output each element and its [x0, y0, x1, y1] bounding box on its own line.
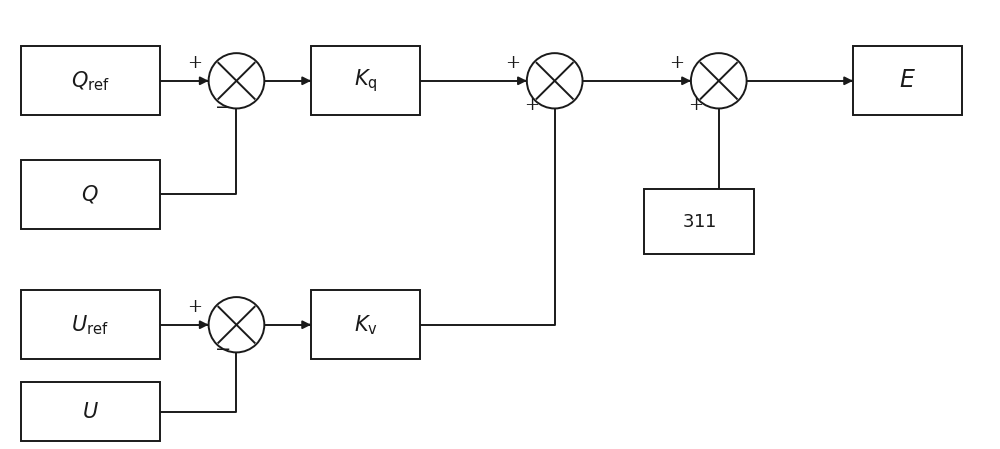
Text: +: + — [187, 54, 202, 72]
FancyBboxPatch shape — [311, 290, 420, 359]
Text: $Q_{\mathrm{ref}}$: $Q_{\mathrm{ref}}$ — [71, 69, 110, 92]
Text: +: + — [187, 298, 202, 316]
Text: $K_{\mathrm{v}}$: $K_{\mathrm{v}}$ — [354, 313, 378, 337]
Circle shape — [527, 53, 583, 109]
FancyBboxPatch shape — [21, 46, 160, 115]
Text: $U$: $U$ — [82, 402, 99, 422]
Text: $Q$: $Q$ — [81, 183, 99, 205]
Text: $311$: $311$ — [682, 212, 716, 230]
FancyBboxPatch shape — [853, 46, 962, 115]
Text: $E$: $E$ — [899, 69, 916, 92]
Text: +: + — [670, 54, 685, 72]
Text: +: + — [524, 97, 539, 114]
Text: +: + — [505, 54, 520, 72]
Circle shape — [209, 53, 264, 109]
FancyBboxPatch shape — [21, 382, 160, 441]
Text: $U_{\mathrm{ref}}$: $U_{\mathrm{ref}}$ — [71, 313, 109, 337]
FancyBboxPatch shape — [21, 160, 160, 229]
Circle shape — [691, 53, 747, 109]
Circle shape — [209, 297, 264, 352]
FancyBboxPatch shape — [21, 290, 160, 359]
Text: +: + — [688, 97, 703, 114]
Text: −: − — [215, 341, 232, 359]
Text: −: − — [215, 100, 232, 118]
Text: $K_{\mathrm{q}}$: $K_{\mathrm{q}}$ — [354, 67, 378, 94]
FancyBboxPatch shape — [311, 46, 420, 115]
FancyBboxPatch shape — [644, 189, 754, 254]
